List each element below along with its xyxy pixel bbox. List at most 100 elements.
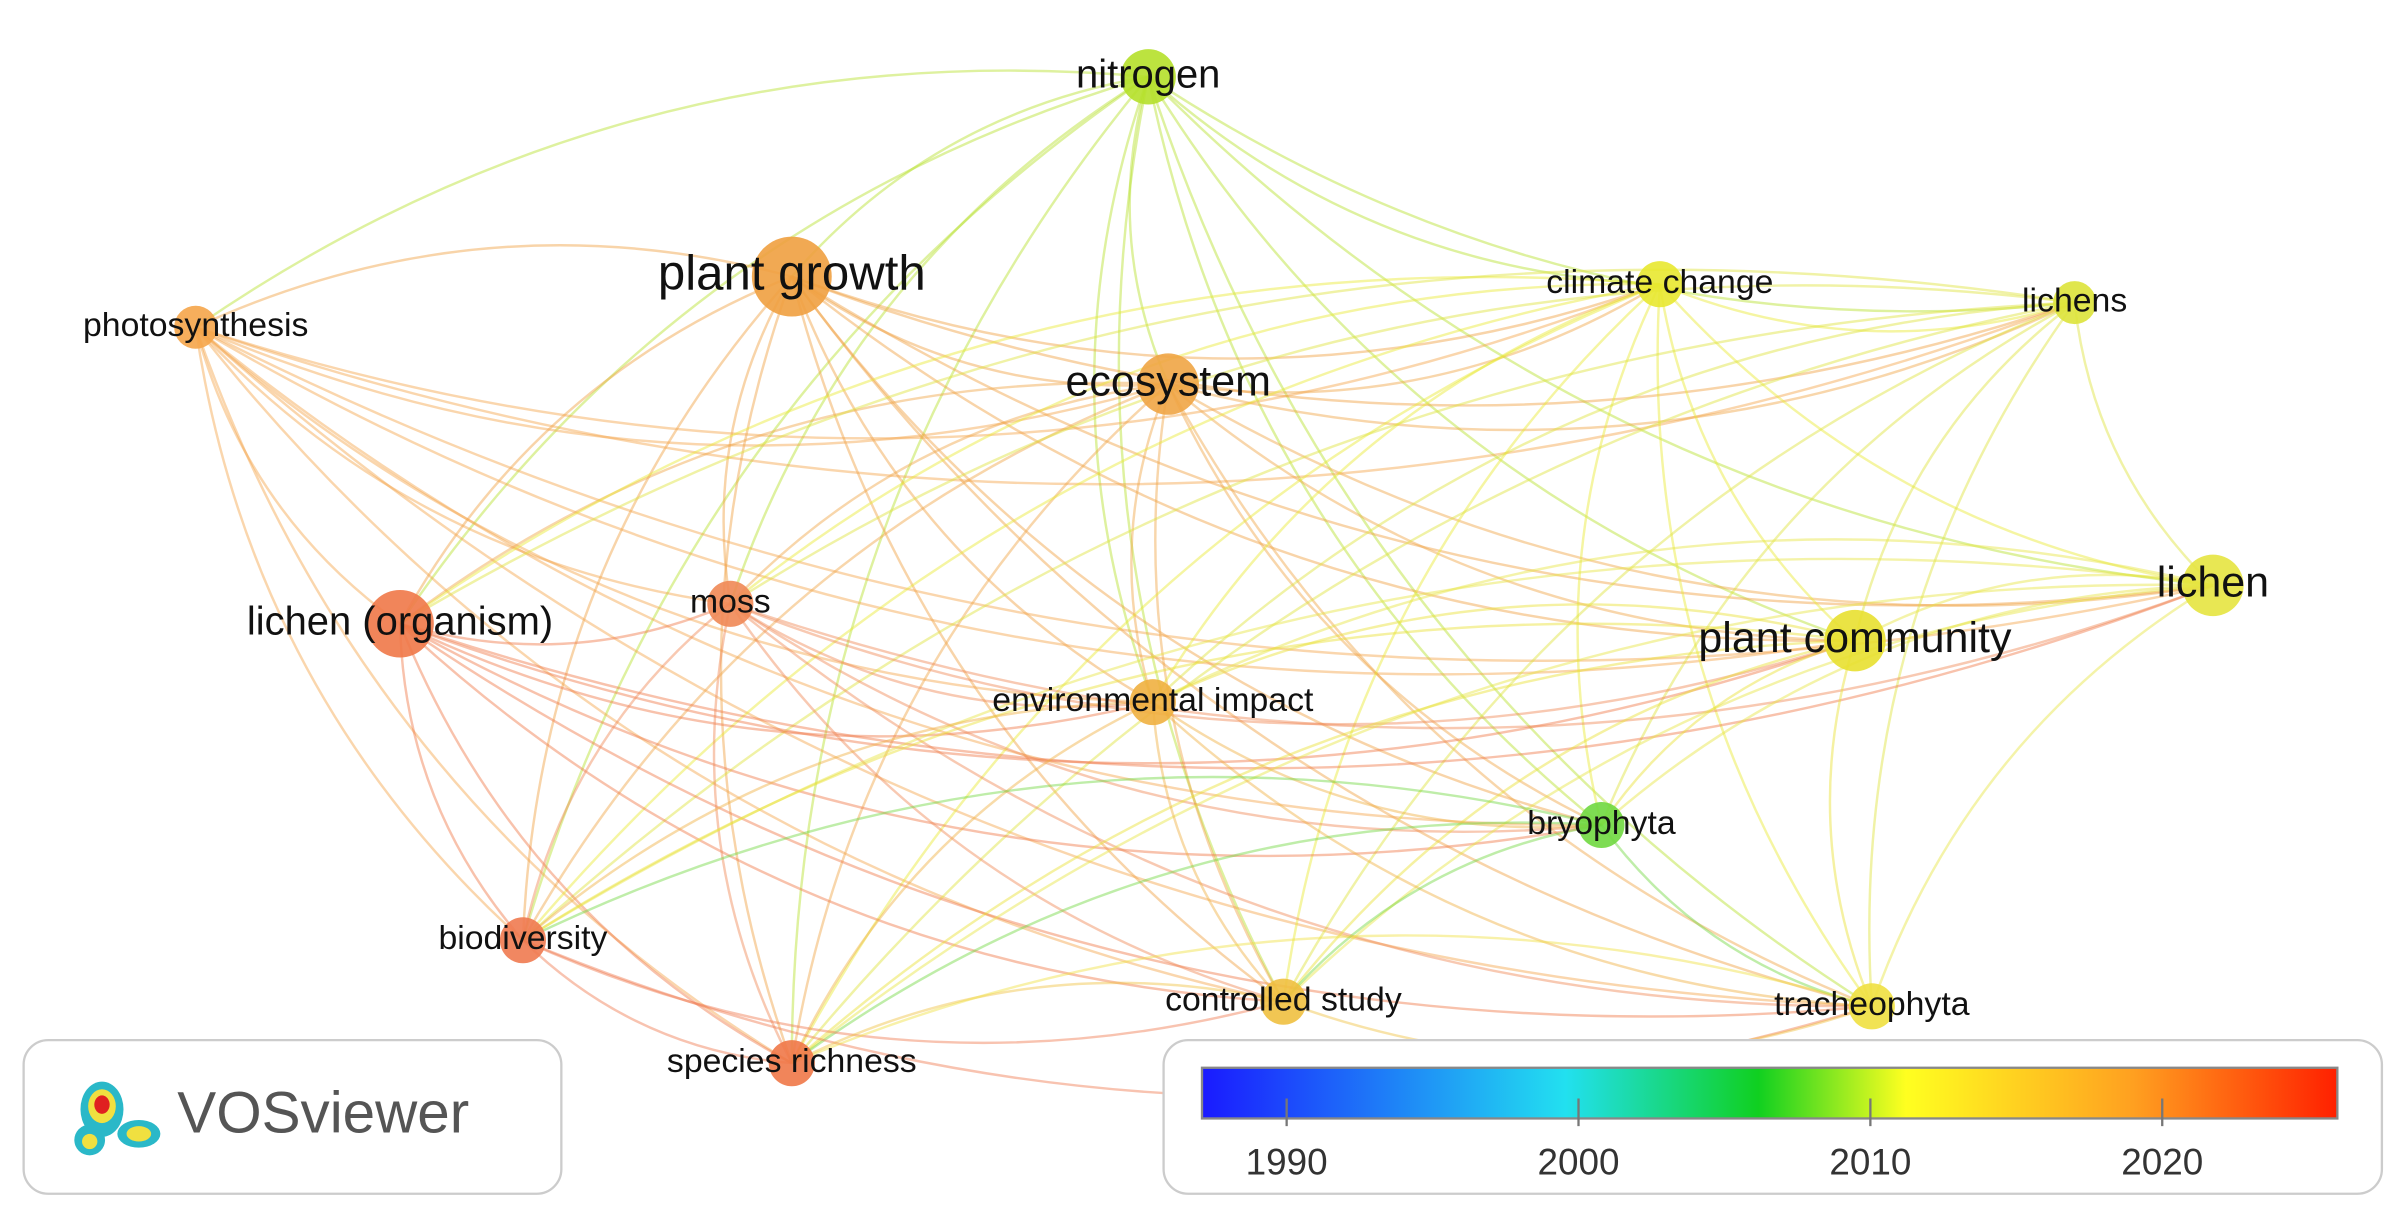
edge bbox=[1147, 76, 1873, 1008]
edge bbox=[522, 939, 792, 1065]
edge bbox=[194, 326, 1284, 1003]
edge bbox=[521, 275, 793, 941]
edge bbox=[1147, 76, 1603, 826]
edge bbox=[1152, 603, 1856, 704]
edge bbox=[791, 275, 1169, 387]
node-label: lichen bbox=[2157, 559, 2269, 607]
edge bbox=[194, 326, 793, 1065]
edge bbox=[712, 603, 793, 1064]
edge bbox=[1600, 639, 1856, 826]
node-label: plant community bbox=[1698, 614, 2012, 662]
edge bbox=[790, 276, 1285, 1003]
colorbar-ticks: 1990 2000 2010 2020 bbox=[1246, 1098, 2203, 1182]
edge bbox=[790, 283, 1661, 1064]
edge bbox=[729, 603, 1284, 1003]
edge bbox=[522, 557, 2214, 942]
edge bbox=[195, 301, 2076, 486]
edge bbox=[2073, 302, 2214, 587]
edge bbox=[791, 275, 2076, 407]
logo-icon bbox=[74, 1081, 161, 1156]
edge bbox=[729, 584, 2214, 730]
edge bbox=[398, 623, 524, 942]
edge bbox=[1147, 75, 2214, 587]
node-label: lichens bbox=[2022, 282, 2127, 320]
edge bbox=[1167, 383, 1873, 1008]
edge bbox=[729, 75, 1149, 605]
edge bbox=[1147, 75, 2075, 313]
edge bbox=[1282, 823, 1602, 1003]
colorbar-tick-label: 1990 bbox=[1246, 1141, 1328, 1182]
node-label: lichen (organism) bbox=[247, 599, 553, 643]
edges bbox=[194, 69, 2214, 1099]
edge bbox=[399, 275, 1660, 625]
edge bbox=[1168, 283, 1661, 394]
edge bbox=[1167, 383, 1855, 642]
edge bbox=[522, 775, 1602, 942]
edge bbox=[791, 821, 1602, 1065]
edge bbox=[791, 981, 1284, 1065]
node-label: tracheophyta bbox=[1774, 985, 1970, 1023]
node bbox=[1824, 609, 1886, 672]
edge bbox=[522, 700, 1153, 942]
edge bbox=[195, 326, 2214, 662]
logo-box bbox=[22, 1038, 563, 1195]
edge bbox=[194, 326, 1153, 704]
edge bbox=[1147, 75, 1660, 286]
edge bbox=[791, 275, 1661, 360]
edge bbox=[729, 602, 1153, 709]
edge bbox=[1282, 283, 1661, 1002]
edge bbox=[1151, 283, 1661, 703]
colorbar-tick-label: 2020 bbox=[2121, 1141, 2203, 1182]
node bbox=[174, 305, 218, 349]
edge bbox=[729, 602, 1856, 726]
node-label: plant growth bbox=[658, 246, 926, 301]
edge bbox=[399, 622, 1872, 1018]
edge bbox=[729, 382, 1169, 605]
edge bbox=[1870, 584, 2214, 1007]
edge bbox=[194, 326, 1872, 1008]
edge bbox=[194, 326, 731, 606]
edge bbox=[729, 602, 1602, 833]
edge bbox=[399, 584, 2214, 770]
edge bbox=[1600, 301, 2076, 826]
edge bbox=[521, 75, 1149, 941]
edge bbox=[1868, 301, 2076, 1007]
node bbox=[1260, 978, 1307, 1025]
node-label: controlled study bbox=[1165, 981, 1402, 1019]
edge bbox=[1152, 701, 1602, 829]
edge bbox=[522, 301, 2075, 942]
edge bbox=[195, 326, 1856, 676]
node-label: environmental impact bbox=[992, 681, 1314, 719]
edge bbox=[790, 639, 1855, 1065]
colorbar bbox=[1200, 1066, 2339, 1120]
edge bbox=[722, 275, 793, 604]
edge bbox=[399, 622, 1154, 738]
edge bbox=[1167, 383, 1602, 827]
edge bbox=[195, 283, 1661, 440]
edge bbox=[398, 275, 793, 625]
node bbox=[2053, 281, 2097, 325]
node-label: bryophyta bbox=[1527, 804, 1676, 842]
edge bbox=[1854, 573, 2214, 642]
colorbar-tick-label: 2000 bbox=[1538, 1141, 1620, 1182]
edge bbox=[399, 602, 731, 646]
edge bbox=[790, 700, 1154, 1064]
edge bbox=[399, 622, 1602, 858]
node bbox=[1137, 353, 1199, 415]
edge bbox=[790, 76, 1150, 1064]
edge bbox=[791, 275, 2214, 607]
edge bbox=[1167, 301, 2076, 432]
edge bbox=[1147, 76, 1856, 642]
edge bbox=[1282, 584, 2214, 1003]
edge bbox=[790, 275, 1873, 1008]
edge bbox=[194, 326, 1602, 827]
edge bbox=[522, 939, 1284, 1045]
edge bbox=[1151, 301, 2075, 704]
node bbox=[1848, 983, 1895, 1030]
edge bbox=[194, 327, 524, 942]
node-label: species richness bbox=[667, 1042, 917, 1080]
edge bbox=[1152, 538, 2214, 704]
edge bbox=[398, 623, 793, 1065]
edge bbox=[1282, 639, 1856, 1003]
